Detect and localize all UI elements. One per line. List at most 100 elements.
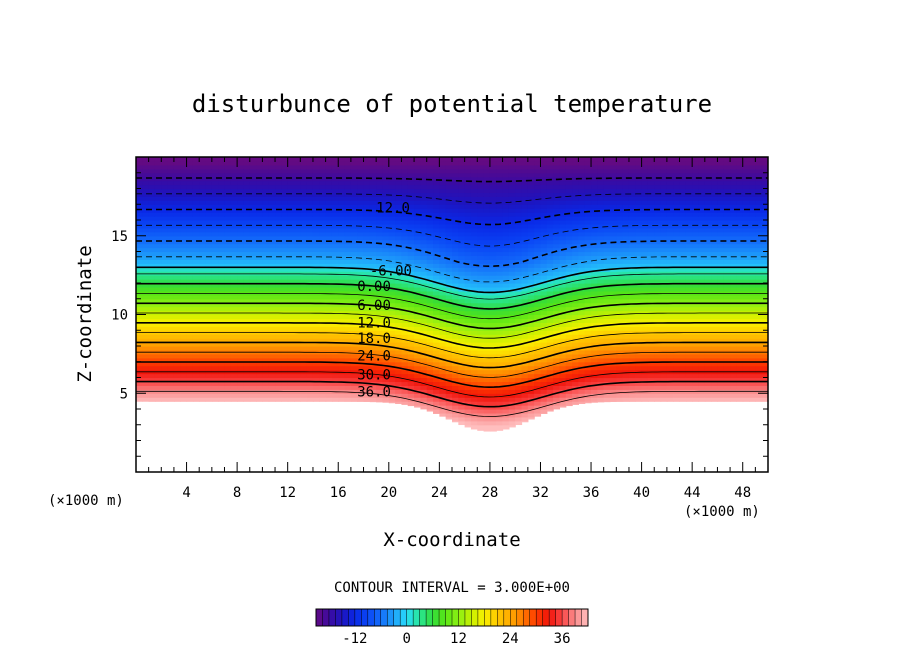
field-cell	[249, 176, 257, 182]
field-cell	[338, 385, 346, 390]
field-cell	[363, 271, 371, 276]
field-cell	[148, 377, 156, 383]
field-cell	[154, 267, 162, 272]
field-cell	[407, 275, 415, 280]
field-cell	[167, 286, 175, 292]
field-cell	[148, 243, 156, 249]
field-cell	[458, 231, 466, 237]
field-cell	[452, 306, 459, 312]
field-cell	[553, 251, 561, 257]
field-cell	[205, 208, 213, 213]
field-cell	[300, 188, 308, 194]
field-cell	[622, 322, 630, 327]
field-cell	[527, 176, 535, 182]
field-cell	[186, 160, 194, 166]
field-cell	[439, 208, 447, 213]
field-cell	[477, 353, 485, 359]
field-cell	[578, 353, 586, 359]
field-cell	[192, 216, 200, 221]
field-cell	[515, 255, 523, 260]
field-cell	[161, 172, 169, 178]
field-cell	[294, 298, 301, 304]
field-cell	[275, 334, 282, 339]
field-cell	[477, 176, 485, 182]
field-cell	[496, 318, 504, 323]
field-cell	[452, 235, 459, 241]
field-cell	[142, 192, 150, 197]
field-cell	[256, 184, 263, 190]
field-cell	[616, 267, 624, 272]
field-cell	[369, 389, 377, 394]
field-cell	[559, 377, 567, 383]
field-cell	[407, 172, 415, 178]
field-cell	[458, 298, 466, 304]
field-cell	[357, 263, 365, 268]
field-cell	[572, 283, 579, 288]
field-cell	[565, 361, 573, 367]
field-cell	[452, 314, 459, 320]
field-cell	[489, 192, 497, 197]
field-cell	[534, 389, 542, 394]
field-cell	[243, 200, 251, 205]
field-cell	[369, 314, 377, 320]
field-cell	[325, 342, 333, 347]
field-cell	[445, 164, 453, 170]
field-cell	[243, 235, 251, 241]
field-cell	[578, 168, 586, 174]
field-cell	[546, 401, 554, 406]
field-cell	[325, 172, 333, 178]
field-cell	[553, 216, 561, 221]
field-cell	[565, 385, 573, 390]
field-cell	[300, 286, 308, 292]
field-cell	[464, 196, 472, 201]
field-cell	[458, 212, 466, 217]
field-cell	[275, 275, 282, 280]
field-cell	[578, 334, 586, 339]
field-cell	[275, 247, 282, 253]
field-cell	[154, 298, 162, 304]
field-cell	[426, 200, 434, 205]
field-cell	[338, 243, 346, 249]
field-cell	[319, 346, 327, 351]
temperature-field	[136, 157, 768, 432]
field-cell	[312, 279, 320, 284]
field-cell	[433, 180, 440, 186]
field-cell	[546, 188, 554, 194]
field-cell	[331, 294, 339, 300]
field-cell	[218, 223, 226, 229]
field-cell	[382, 346, 390, 351]
field-cell	[186, 283, 194, 288]
field-cell	[237, 188, 245, 194]
field-cell	[306, 235, 314, 241]
field-cell	[616, 220, 624, 225]
field-cell	[268, 397, 276, 402]
field-cell	[565, 373, 573, 379]
field-cell	[357, 279, 365, 284]
field-cell	[388, 385, 396, 390]
field-cell	[161, 314, 169, 320]
field-cell	[180, 357, 188, 363]
field-cell	[572, 342, 579, 347]
field-cell	[230, 397, 238, 402]
field-cell	[382, 192, 390, 197]
field-cell	[546, 243, 554, 249]
field-cell	[382, 306, 390, 312]
field-cell	[445, 353, 453, 359]
field-cell	[489, 353, 497, 359]
field-cell	[205, 212, 213, 217]
field-cell	[439, 275, 447, 280]
field-cell	[382, 302, 390, 308]
field-cell	[414, 227, 421, 233]
field-cell	[407, 283, 415, 288]
field-cell	[262, 235, 270, 241]
field-cell	[407, 243, 415, 249]
field-cell	[338, 220, 346, 225]
field-cell	[211, 160, 219, 166]
field-cell	[268, 286, 276, 292]
field-cell	[426, 338, 434, 343]
field-cell	[369, 180, 377, 186]
field-cell	[224, 302, 232, 308]
field-cell	[584, 220, 592, 225]
field-cell	[439, 346, 447, 351]
field-cell	[388, 259, 396, 264]
